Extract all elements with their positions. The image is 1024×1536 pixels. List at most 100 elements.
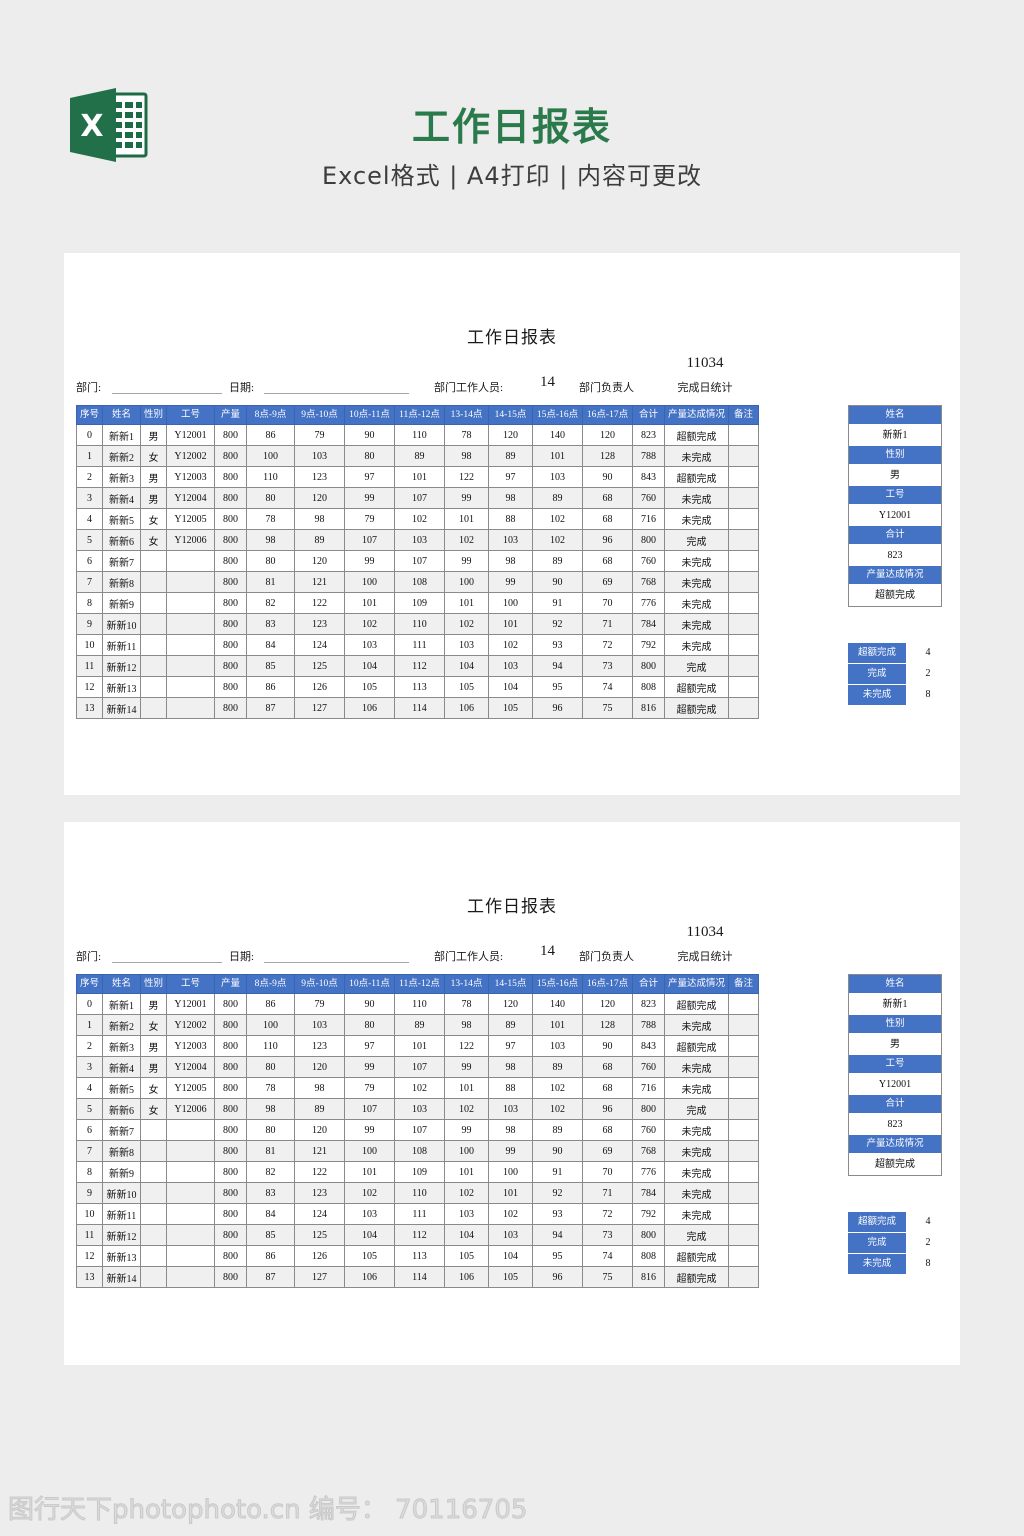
cell-r5-c0[interactable]: 5: [76, 1098, 103, 1120]
cell-r2-c7[interactable]: 97: [344, 1035, 395, 1057]
cell-r7-c8[interactable]: 108: [394, 1140, 445, 1162]
cell-r1-c6[interactable]: 103: [294, 1014, 345, 1036]
cell-r10-c9[interactable]: 103: [444, 634, 489, 656]
cell-r3-c8[interactable]: 107: [394, 487, 445, 509]
cell-r12-c7[interactable]: 105: [344, 676, 395, 698]
cell-r6-c1[interactable]: 新新7: [102, 550, 141, 572]
detail-value-1[interactable]: 男: [849, 1034, 941, 1055]
cell-r10-c11[interactable]: 93: [532, 1203, 583, 1225]
cell-r11-c1[interactable]: 新新12: [102, 1224, 141, 1246]
cell-r12-c2[interactable]: [140, 676, 167, 698]
cell-r0-c7[interactable]: 90: [344, 424, 395, 446]
cell-r1-c3[interactable]: Y12002: [166, 445, 215, 467]
column-header-8[interactable]: 11点-12点: [394, 974, 445, 994]
column-header-1[interactable]: 姓名: [102, 405, 141, 425]
cell-r3-c1[interactable]: 新新4: [102, 487, 141, 509]
cell-r7-c2[interactable]: [140, 571, 167, 593]
column-header-13[interactable]: 合计: [632, 405, 665, 425]
cell-r2-c3[interactable]: Y12003: [166, 1035, 215, 1057]
cell-r11-c11[interactable]: 94: [532, 1224, 583, 1246]
cell-r3-c3[interactable]: Y12004: [166, 487, 215, 509]
cell-r3-c8[interactable]: 107: [394, 1056, 445, 1078]
cell-r10-c3[interactable]: [166, 634, 215, 656]
cell-r5-c14[interactable]: 完成: [664, 529, 729, 551]
cell-r6-c9[interactable]: 99: [444, 550, 489, 572]
cell-r0-c1[interactable]: 新新1: [102, 424, 141, 446]
cell-r7-c9[interactable]: 100: [444, 571, 489, 593]
cell-r13-c0[interactable]: 13: [76, 1266, 103, 1288]
cell-r8-c11[interactable]: 91: [532, 592, 583, 614]
cell-r1-c8[interactable]: 89: [394, 445, 445, 467]
cell-r8-c13[interactable]: 776: [632, 1161, 665, 1183]
cell-r9-c13[interactable]: 784: [632, 1182, 665, 1204]
cell-r6-c9[interactable]: 99: [444, 1119, 489, 1141]
cell-r6-c12[interactable]: 68: [582, 1119, 633, 1141]
cell-r3-c7[interactable]: 99: [344, 487, 395, 509]
cell-r7-c5[interactable]: 81: [246, 1140, 295, 1162]
cell-r10-c6[interactable]: 124: [294, 1203, 345, 1225]
cell-r13-c2[interactable]: [140, 697, 167, 719]
cell-r9-c1[interactable]: 新新10: [102, 1182, 141, 1204]
cell-r10-c8[interactable]: 111: [394, 1203, 445, 1225]
cell-r7-c3[interactable]: [166, 1140, 215, 1162]
cell-r12-c0[interactable]: 12: [76, 676, 103, 698]
cell-r8-c2[interactable]: [140, 592, 167, 614]
cell-r12-c5[interactable]: 86: [246, 1245, 295, 1267]
cell-r11-c0[interactable]: 11: [76, 655, 103, 677]
cell-r4-c6[interactable]: 98: [294, 1077, 345, 1099]
cell-r11-c15[interactable]: [728, 1224, 759, 1246]
cell-r2-c12[interactable]: 90: [582, 1035, 633, 1057]
cell-r13-c13[interactable]: 816: [632, 1266, 665, 1288]
cell-r12-c12[interactable]: 74: [582, 1245, 633, 1267]
column-header-8[interactable]: 11点-12点: [394, 405, 445, 425]
cell-r8-c15[interactable]: [728, 1161, 759, 1183]
cell-r10-c3[interactable]: [166, 1203, 215, 1225]
cell-r3-c2[interactable]: 男: [140, 1056, 167, 1078]
cell-r13-c7[interactable]: 106: [344, 1266, 395, 1288]
cell-r6-c5[interactable]: 80: [246, 550, 295, 572]
cell-r4-c14[interactable]: 未完成: [664, 508, 729, 530]
cell-r5-c6[interactable]: 89: [294, 529, 345, 551]
cell-r0-c13[interactable]: 823: [632, 993, 665, 1015]
cell-r2-c11[interactable]: 103: [532, 466, 583, 488]
cell-r8-c2[interactable]: [140, 1161, 167, 1183]
cell-r4-c2[interactable]: 女: [140, 508, 167, 530]
cell-r0-c1[interactable]: 新新1: [102, 993, 141, 1015]
cell-r1-c2[interactable]: 女: [140, 1014, 167, 1036]
cell-r11-c4[interactable]: 800: [214, 1224, 247, 1246]
cell-r10-c12[interactable]: 72: [582, 634, 633, 656]
cell-r1-c9[interactable]: 98: [444, 445, 489, 467]
cell-r7-c15[interactable]: [728, 1140, 759, 1162]
cell-r6-c7[interactable]: 99: [344, 1119, 395, 1141]
cell-r10-c14[interactable]: 未完成: [664, 1203, 729, 1225]
cell-r5-c4[interactable]: 800: [214, 529, 247, 551]
cell-r8-c9[interactable]: 101: [444, 592, 489, 614]
cell-r9-c2[interactable]: [140, 613, 167, 635]
cell-r11-c14[interactable]: 完成: [664, 1224, 729, 1246]
cell-r3-c12[interactable]: 68: [582, 487, 633, 509]
cell-r10-c15[interactable]: [728, 634, 759, 656]
cell-r3-c13[interactable]: 760: [632, 487, 665, 509]
cell-r0-c8[interactable]: 110: [394, 993, 445, 1015]
detail-value-2[interactable]: Y12001: [849, 505, 941, 526]
cell-r4-c15[interactable]: [728, 1077, 759, 1099]
cell-r1-c11[interactable]: 101: [532, 445, 583, 467]
cell-r3-c11[interactable]: 89: [532, 1056, 583, 1078]
cell-r10-c11[interactable]: 93: [532, 634, 583, 656]
cell-r12-c4[interactable]: 800: [214, 676, 247, 698]
cell-r8-c11[interactable]: 91: [532, 1161, 583, 1183]
cell-r6-c10[interactable]: 98: [488, 1119, 533, 1141]
cell-r6-c11[interactable]: 89: [532, 550, 583, 572]
cell-r9-c4[interactable]: 800: [214, 613, 247, 635]
cell-r7-c7[interactable]: 100: [344, 1140, 395, 1162]
cell-r1-c4[interactable]: 800: [214, 445, 247, 467]
cell-r5-c13[interactable]: 800: [632, 1098, 665, 1120]
column-header-14[interactable]: 产量达成情况: [664, 405, 729, 425]
cell-r2-c0[interactable]: 2: [76, 1035, 103, 1057]
cell-r7-c13[interactable]: 768: [632, 1140, 665, 1162]
cell-r9-c10[interactable]: 101: [488, 1182, 533, 1204]
cell-r7-c10[interactable]: 99: [488, 571, 533, 593]
cell-r0-c14[interactable]: 超额完成: [664, 993, 729, 1015]
cell-r13-c0[interactable]: 13: [76, 697, 103, 719]
cell-r13-c15[interactable]: [728, 1266, 759, 1288]
